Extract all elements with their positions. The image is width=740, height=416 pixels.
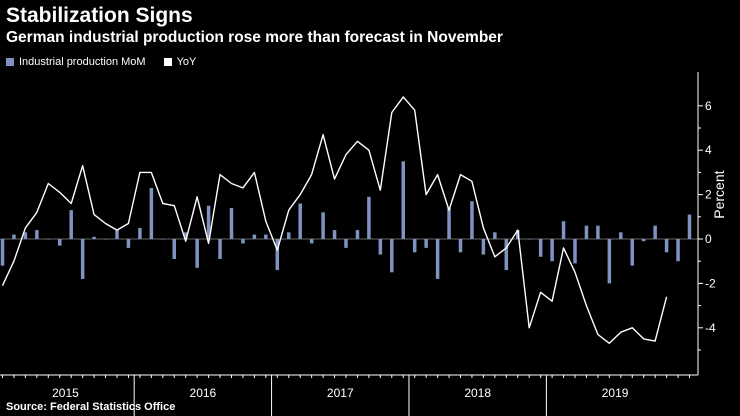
bar-mom xyxy=(619,232,623,239)
bar-mom xyxy=(149,187,154,239)
x-year-label: 2019 xyxy=(602,386,629,400)
bar-mom xyxy=(676,239,680,262)
bar-mom xyxy=(596,225,600,239)
bar-mom xyxy=(264,234,268,239)
bar-mom xyxy=(161,239,165,240)
x-year-label: 2017 xyxy=(327,386,354,400)
bar-mom xyxy=(0,239,5,266)
bar-mom xyxy=(630,239,634,266)
bar-mom xyxy=(344,239,348,248)
bar-mom xyxy=(229,207,234,239)
bar-mom xyxy=(12,234,16,239)
bar-mom xyxy=(138,227,142,239)
bar-mom xyxy=(321,212,325,239)
bar-mom xyxy=(447,207,451,239)
bar-mom xyxy=(332,230,337,239)
line-yoy xyxy=(1,96,668,344)
source-note: Source: Federal Statistics Office xyxy=(6,401,176,413)
legend-swatch-mom xyxy=(6,58,14,66)
y-tick-label: 6 xyxy=(705,99,712,113)
legend: Industrial production MoM YoY xyxy=(6,56,196,68)
legend-label-yoy: YoY xyxy=(176,56,197,68)
y-tick-label: 0 xyxy=(705,232,712,246)
bar-mom xyxy=(183,232,188,239)
x-year-label: 2016 xyxy=(190,386,217,400)
bar-mom xyxy=(550,239,554,262)
bar-mom xyxy=(23,232,28,239)
x-year-label: 2018 xyxy=(464,386,491,400)
bar-mom xyxy=(424,239,428,248)
chart-subtitle: German industrial production rose more t… xyxy=(6,29,503,46)
bar-mom xyxy=(103,239,108,240)
bar-mom xyxy=(80,239,85,279)
bar-mom xyxy=(538,239,543,257)
x-year-label: 2015 xyxy=(52,386,79,400)
bar-mom xyxy=(493,232,497,239)
bar-mom xyxy=(664,239,669,253)
bar-mom xyxy=(573,239,577,264)
bar-mom xyxy=(401,161,405,239)
bar-mom xyxy=(481,239,486,255)
bar-mom xyxy=(687,214,692,239)
bar-mom xyxy=(92,236,96,239)
bar-mom xyxy=(607,239,612,284)
bar-mom xyxy=(287,232,291,239)
chart-title: Stabilization Signs xyxy=(6,4,193,27)
y-tick-label: 4 xyxy=(705,143,712,157)
bar-mom xyxy=(527,239,531,240)
bar-mom xyxy=(195,239,199,268)
bar-mom xyxy=(206,205,211,239)
bar-mom xyxy=(435,239,440,279)
bar-mom xyxy=(378,239,383,255)
bar-mom xyxy=(458,239,463,253)
bar-mom xyxy=(355,230,360,239)
bar-mom xyxy=(69,210,73,239)
bar-mom xyxy=(390,239,394,273)
bar-mom xyxy=(561,221,566,239)
bar-mom xyxy=(470,201,474,239)
bar-mom xyxy=(275,239,280,271)
bar-mom xyxy=(241,239,245,244)
bar-mom xyxy=(367,196,371,239)
y-tick-label: 2 xyxy=(705,188,712,202)
legend-label-mom: Industrial production MoM xyxy=(19,56,146,68)
bar-mom xyxy=(412,239,417,253)
bar-mom xyxy=(298,203,302,239)
bar-mom xyxy=(115,230,119,239)
bar-mom xyxy=(126,239,131,248)
bar-mom xyxy=(172,239,176,259)
bar-mom xyxy=(309,239,314,244)
bar-mom xyxy=(46,239,51,240)
y-axis-label: Percent xyxy=(711,170,727,218)
y-tick-label: -2 xyxy=(705,276,716,290)
legend-swatch-yoy xyxy=(163,58,172,66)
y-tick-label: -4 xyxy=(705,321,716,335)
bar-mom xyxy=(653,225,657,239)
bar-mom xyxy=(584,225,589,239)
bar-mom xyxy=(35,230,39,239)
bar-mom xyxy=(58,239,62,246)
bar-mom xyxy=(252,234,257,239)
bar-mom xyxy=(641,239,646,242)
bar-mom xyxy=(218,239,222,259)
bar-mom xyxy=(504,239,509,271)
